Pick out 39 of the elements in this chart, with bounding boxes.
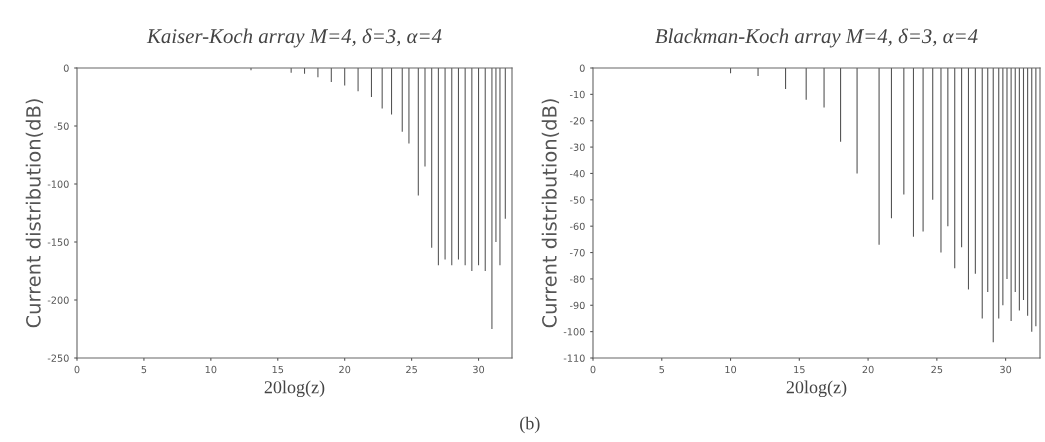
- x-tick-label: 30: [1000, 365, 1012, 374]
- y-tick-label: -100: [47, 180, 69, 188]
- y-tick-label: -90: [569, 301, 585, 310]
- chart-title: Blackman-Koch array M=4, δ=3, α=4: [655, 28, 978, 48]
- y-tick-label: 0: [63, 64, 69, 72]
- x-tick-label: 20: [862, 365, 874, 374]
- x-tick-label: 5: [659, 365, 665, 374]
- y-tick-label: -50: [53, 122, 69, 130]
- y-tick-label: -250: [47, 354, 69, 362]
- chart-title: Kaiser-Koch array M=4, δ=3, α=4: [146, 28, 442, 48]
- x-axis-title: 20log(z): [264, 380, 325, 398]
- y-tick-label: -10: [569, 90, 585, 99]
- x-tick-label: 25: [406, 365, 417, 374]
- y-tick-label: -50: [569, 196, 585, 204]
- x-tick-label: 10: [725, 365, 737, 374]
- y-tick-label: -110: [563, 354, 585, 362]
- y-tick-label: -100: [563, 328, 585, 336]
- x-tick-label: 0: [74, 365, 80, 374]
- y-tick-label: -70: [569, 249, 585, 257]
- x-tick-label: 30: [473, 365, 485, 374]
- y-tick-label: 0: [579, 64, 585, 72]
- y-tick-label: -150: [47, 238, 69, 246]
- x-tick-label: 10: [205, 365, 217, 374]
- text: (b): [520, 416, 540, 434]
- y-tick-label: -30: [569, 143, 585, 151]
- x-tick-label: 0: [590, 365, 596, 374]
- y-tick-label: -20: [569, 117, 585, 125]
- y-tick-label: -80: [569, 275, 585, 283]
- y-tick-label: -40: [569, 169, 585, 178]
- y-axis-title: Current distribution(dB): [25, 99, 44, 328]
- x-tick-label: 15: [794, 365, 805, 374]
- y-tick-label: -200: [47, 296, 69, 304]
- x-tick-label: 15: [272, 365, 284, 374]
- y-axis-title: Current distribution(dB): [541, 99, 560, 328]
- x-tick-label: 20: [339, 365, 351, 374]
- x-tick-label: 5: [141, 365, 147, 374]
- y-tick-label: -60: [569, 222, 585, 231]
- x-tick-label: 25: [931, 365, 943, 374]
- x-axis-title: 20log(z): [786, 380, 847, 398]
